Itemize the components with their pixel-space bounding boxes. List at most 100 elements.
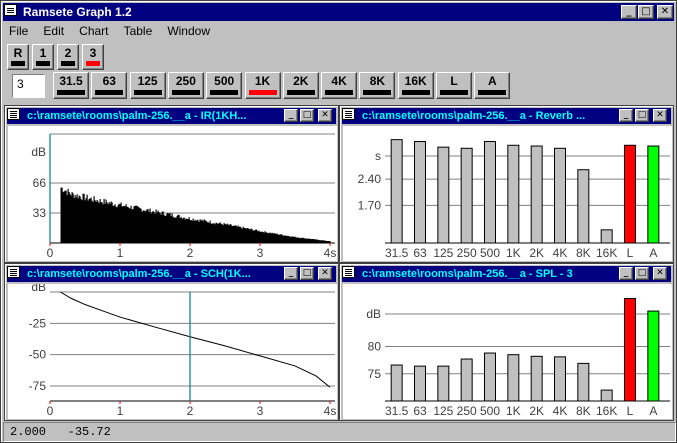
ir-bar — [203, 219, 205, 243]
sch-plot-area[interactable]: -25 -50 -75 dB 0 1 2 3 4s — [8, 280, 337, 419]
band-button-2k[interactable]: 2K — [282, 72, 319, 99]
ir-bar — [314, 239, 316, 243]
ir-bar — [244, 227, 246, 243]
ir-bar — [175, 217, 177, 243]
band-button-label: L — [450, 74, 458, 88]
reverb-window[interactable]: c:\ramsete\rooms\palm-256.__a - Reverb .… — [339, 105, 674, 263]
ir-bar — [320, 240, 322, 243]
band-button-125[interactable]: 125 — [129, 72, 166, 99]
ir-window-menu-icon[interactable] — [7, 108, 20, 120]
band-button-31-5[interactable]: 31.5 — [53, 72, 89, 99]
ir-bar — [328, 241, 330, 243]
ir-bar — [163, 214, 165, 243]
x-tick-label: 1 — [117, 404, 124, 418]
band-bar — [390, 364, 403, 402]
y-tick-label: -75 — [29, 379, 47, 393]
ir-maximize-button[interactable]: □ — [300, 109, 314, 122]
reverb-minimize-button[interactable]: _ — [619, 109, 633, 122]
menu-file[interactable]: File — [9, 24, 29, 38]
ir-bar — [142, 210, 144, 243]
channel-number-field[interactable]: 3 — [12, 74, 45, 98]
sch-minimize-button[interactable]: _ — [284, 267, 298, 280]
minimize-button[interactable]: _ — [621, 5, 637, 19]
ir-bar — [145, 210, 147, 243]
ir-bar — [323, 240, 325, 243]
reverb-window-menu-icon[interactable] — [342, 108, 355, 120]
ir-bar — [63, 191, 65, 243]
ir-bar — [276, 233, 278, 243]
x-tick-label: 4s — [324, 404, 337, 418]
band-indicator-bar — [57, 90, 85, 95]
ir-minimize-button[interactable]: _ — [284, 109, 298, 122]
spl-window-title-bar[interactable]: c:\ramsete\rooms\palm-256.__a - SPL - 3 — [342, 266, 671, 282]
ir-bar — [117, 205, 119, 243]
ir-bar — [96, 199, 98, 243]
ir-bar — [182, 218, 184, 243]
ir-bar — [119, 204, 121, 243]
menu-chart[interactable]: Chart — [79, 24, 109, 38]
ir-bar — [183, 217, 185, 243]
channel-button-label: 2 — [64, 46, 72, 60]
reverb-close-button[interactable]: ✕ — [653, 109, 667, 122]
sch-close-button[interactable]: ✕ — [318, 267, 332, 280]
ir-bar — [79, 196, 81, 243]
ir-window[interactable]: c:\ramsete\rooms\palm-256.__a - IR(1KH..… — [4, 105, 339, 263]
band-button-63[interactable]: 63 — [91, 72, 128, 99]
app-system-menu-icon[interactable] — [4, 4, 17, 16]
sch-maximize-button[interactable]: □ — [300, 267, 314, 280]
spl-window-menu-icon[interactable] — [342, 266, 355, 278]
ir-bar — [131, 209, 133, 243]
x-tick-label: 3 — [257, 404, 264, 418]
ir-bar — [219, 222, 221, 243]
spl-window[interactable]: c:\ramsete\rooms\palm-256.__a - SPL - 3 … — [339, 263, 674, 421]
band-button-250[interactable]: 250 — [167, 72, 204, 99]
ir-bar — [327, 241, 329, 243]
ir-plot-area[interactable]: 66 33 dB 0 1 2 3 4s — [8, 126, 337, 261]
category-label: 2K — [529, 246, 544, 260]
band-indicator-bar — [363, 90, 392, 95]
ir-bar — [209, 220, 211, 243]
band-button-4k[interactable]: 4K — [321, 72, 358, 99]
channel-indicator-bar — [86, 61, 100, 66]
ir-bar — [97, 201, 99, 243]
ir-bar — [234, 225, 236, 243]
ir-close-button[interactable]: ✕ — [318, 109, 332, 122]
menu-table[interactable]: Table — [123, 24, 153, 38]
channel-button-r[interactable]: R — [7, 44, 29, 70]
ir-bar — [62, 192, 64, 243]
sch-window[interactable]: c:\ramsete\rooms\palm-256.__a - SCH(1K..… — [4, 263, 339, 421]
spl-minimize-button[interactable]: _ — [619, 267, 633, 280]
channel-button-1[interactable]: 1 — [32, 44, 54, 70]
ir-bar — [286, 235, 288, 243]
channel-button-2[interactable]: 2 — [57, 44, 79, 70]
ir-bar — [80, 198, 82, 243]
ir-bar — [69, 194, 71, 243]
spl-plot-area[interactable]: 80 75 dB 31.5 63 125 250 500 1K 2K 4K 8K 16K L A — [343, 284, 672, 419]
sch-window-menu-icon[interactable] — [7, 266, 20, 278]
band-button-8k[interactable]: 8K — [359, 72, 396, 99]
ir-bar — [158, 212, 160, 243]
menu-window[interactable]: Window — [167, 24, 210, 38]
app-title-bar[interactable]: Ramsete Graph 1.2 — [3, 3, 674, 21]
menu-edit[interactable]: Edit — [43, 24, 65, 38]
band-button-500[interactable]: 500 — [206, 72, 243, 99]
ir-bar — [146, 209, 148, 243]
maximize-button[interactable]: □ — [638, 5, 654, 19]
reverb-plot-area[interactable]: 2.40 1.70 s 31.5 63 125 250 500 1K 2K 4K 8K 16K L A — [343, 126, 672, 261]
ir-bar — [65, 190, 67, 243]
reverb-window-title-bar[interactable]: c:\ramsete\rooms\palm-256.__a - Reverb .… — [342, 108, 671, 124]
band-button-a[interactable]: A — [474, 72, 511, 99]
band-button-16k[interactable]: 16K — [397, 72, 434, 99]
channel-button-3[interactable]: 3 — [82, 44, 104, 70]
band-button-l[interactable]: L — [436, 72, 472, 99]
reverb-maximize-button[interactable]: □ — [635, 109, 649, 122]
ir-bar — [106, 202, 108, 243]
ir-window-title-bar[interactable]: c:\ramsete\rooms\palm-256.__a - IR(1KH..… — [7, 108, 336, 124]
ir-bar — [296, 237, 298, 243]
close-button[interactable]: ✕ — [657, 5, 673, 19]
sch-window-title-bar[interactable]: c:\ramsete\rooms\palm-256.__a - SCH(1K..… — [7, 266, 336, 282]
ir-bar — [194, 219, 196, 243]
band-button-1k[interactable]: 1K — [244, 72, 281, 99]
spl-maximize-button[interactable]: □ — [635, 267, 649, 280]
spl-close-button[interactable]: ✕ — [653, 267, 667, 280]
